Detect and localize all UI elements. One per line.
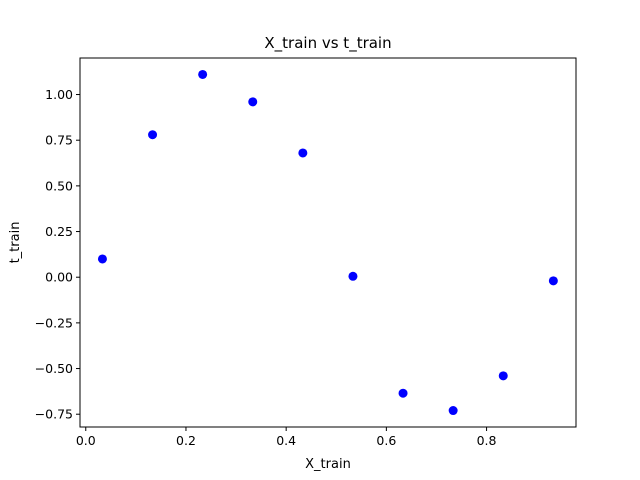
x-tick-label: 0.8: [477, 433, 497, 448]
x-axis-label: X_train: [305, 457, 351, 472]
data-point: [97, 254, 107, 264]
y-tick-label: 0.75: [45, 133, 73, 148]
data-point: [248, 97, 258, 107]
x-axis: 0.0 0.2 0.4 0.6 0.8: [76, 427, 497, 448]
x-tick-label: 0.0: [76, 433, 96, 448]
data-point: [348, 271, 358, 281]
data-point: [448, 406, 458, 416]
data-point: [198, 69, 208, 79]
y-tick-label: 1.00: [45, 87, 73, 102]
x-tick-label: 0.2: [176, 433, 196, 448]
axes-frame: [79, 57, 577, 428]
y-tick-label: 0.00: [45, 270, 73, 285]
chart-title: X_train vs t_train: [264, 34, 391, 53]
y-axis: −0.75 −0.50 −0.25 0.00 0.25 0.50 0.75 1.00: [35, 87, 80, 422]
y-tick-label: −0.50: [35, 361, 73, 376]
y-tick-label: −0.75: [35, 407, 73, 422]
data-point: [548, 276, 558, 286]
data-point: [148, 130, 158, 140]
plot-area: [97, 69, 558, 416]
data-point: [498, 371, 508, 381]
data-point: [298, 148, 308, 158]
x-tick-label: 0.6: [376, 433, 396, 448]
x-tick-label: 0.4: [276, 433, 296, 448]
y-tick-label: 0.50: [45, 178, 73, 193]
y-axis-label: t_train: [8, 222, 23, 264]
y-tick-label: −0.25: [35, 315, 73, 330]
y-tick-label: 0.25: [45, 224, 73, 239]
data-point: [398, 388, 408, 398]
